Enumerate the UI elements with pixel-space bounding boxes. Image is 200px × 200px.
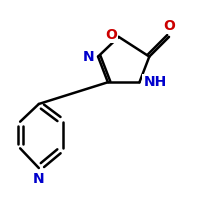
Text: O: O [105, 28, 117, 42]
Text: O: O [163, 19, 175, 33]
Text: N: N [82, 50, 94, 64]
Text: N: N [33, 172, 45, 186]
Text: NH: NH [143, 75, 167, 89]
